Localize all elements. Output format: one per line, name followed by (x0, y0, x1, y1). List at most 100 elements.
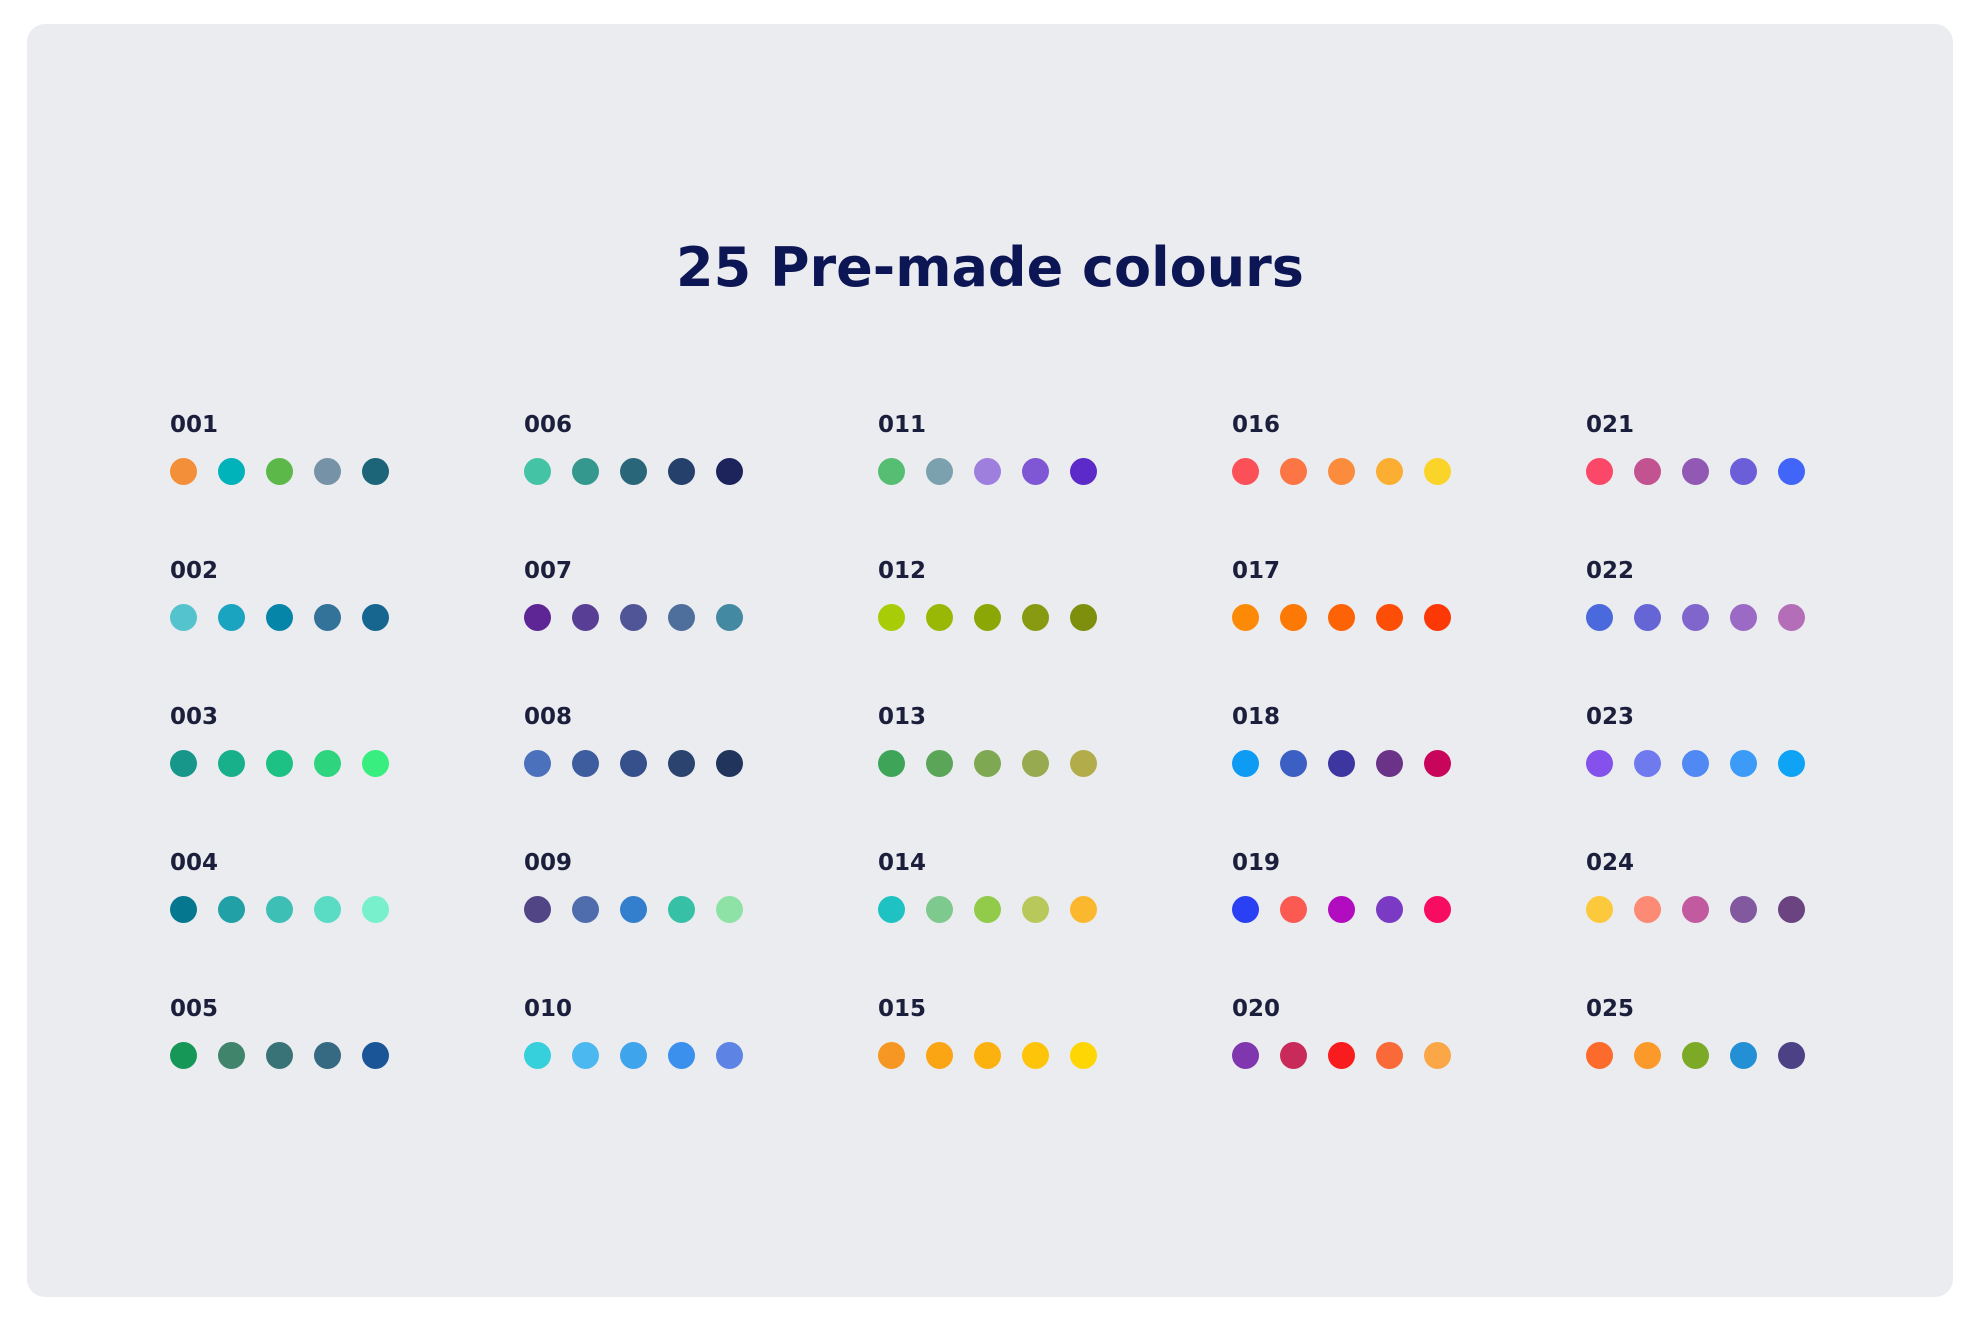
color-swatch[interactable] (1586, 896, 1613, 923)
palette-012[interactable]: 012 (878, 556, 1232, 702)
color-swatch[interactable] (1022, 1042, 1049, 1069)
color-swatch[interactable] (266, 458, 293, 485)
color-swatch[interactable] (362, 1042, 389, 1069)
color-swatch[interactable] (572, 896, 599, 923)
palette-024[interactable]: 024 (1586, 848, 1940, 994)
color-swatch[interactable] (668, 1042, 695, 1069)
color-swatch[interactable] (1376, 1042, 1403, 1069)
color-swatch[interactable] (362, 750, 389, 777)
color-swatch[interactable] (314, 750, 341, 777)
color-swatch[interactable] (170, 458, 197, 485)
color-swatch[interactable] (1376, 458, 1403, 485)
color-swatch[interactable] (1280, 458, 1307, 485)
color-swatch[interactable] (620, 1042, 647, 1069)
palette-016[interactable]: 016 (1232, 410, 1586, 556)
color-swatch[interactable] (1070, 1042, 1097, 1069)
color-swatch[interactable] (1586, 1042, 1613, 1069)
color-swatch[interactable] (926, 458, 953, 485)
color-swatch[interactable] (1424, 1042, 1451, 1069)
color-swatch[interactable] (1778, 1042, 1805, 1069)
color-swatch[interactable] (1730, 604, 1757, 631)
color-swatch[interactable] (1682, 896, 1709, 923)
color-swatch[interactable] (926, 750, 953, 777)
palette-015[interactable]: 015 (878, 994, 1232, 1140)
color-swatch[interactable] (524, 750, 551, 777)
color-swatch[interactable] (1634, 458, 1661, 485)
color-swatch[interactable] (170, 604, 197, 631)
color-swatch[interactable] (524, 1042, 551, 1069)
palette-021[interactable]: 021 (1586, 410, 1940, 556)
color-swatch[interactable] (1280, 750, 1307, 777)
color-swatch[interactable] (314, 458, 341, 485)
color-swatch[interactable] (1634, 1042, 1661, 1069)
color-swatch[interactable] (218, 750, 245, 777)
palette-003[interactable]: 003 (170, 702, 524, 848)
color-swatch[interactable] (1682, 604, 1709, 631)
color-swatch[interactable] (170, 896, 197, 923)
color-swatch[interactable] (362, 604, 389, 631)
color-swatch[interactable] (668, 604, 695, 631)
color-swatch[interactable] (620, 458, 647, 485)
color-swatch[interactable] (974, 458, 1001, 485)
color-swatch[interactable] (620, 604, 647, 631)
color-swatch[interactable] (1328, 604, 1355, 631)
palette-013[interactable]: 013 (878, 702, 1232, 848)
color-swatch[interactable] (572, 458, 599, 485)
color-swatch[interactable] (1232, 458, 1259, 485)
color-swatch[interactable] (1586, 750, 1613, 777)
color-swatch[interactable] (1232, 896, 1259, 923)
color-swatch[interactable] (1778, 896, 1805, 923)
color-swatch[interactable] (1730, 896, 1757, 923)
palette-006[interactable]: 006 (524, 410, 878, 556)
color-swatch[interactable] (1730, 750, 1757, 777)
color-swatch[interactable] (1682, 750, 1709, 777)
color-swatch[interactable] (668, 896, 695, 923)
color-swatch[interactable] (620, 896, 647, 923)
color-swatch[interactable] (716, 604, 743, 631)
color-swatch[interactable] (170, 750, 197, 777)
color-swatch[interactable] (1682, 458, 1709, 485)
color-swatch[interactable] (218, 896, 245, 923)
color-swatch[interactable] (1328, 1042, 1355, 1069)
color-swatch[interactable] (668, 458, 695, 485)
color-swatch[interactable] (266, 896, 293, 923)
color-swatch[interactable] (878, 1042, 905, 1069)
palette-014[interactable]: 014 (878, 848, 1232, 994)
color-swatch[interactable] (620, 750, 647, 777)
palette-023[interactable]: 023 (1586, 702, 1940, 848)
color-swatch[interactable] (1424, 750, 1451, 777)
color-swatch[interactable] (716, 458, 743, 485)
color-swatch[interactable] (218, 458, 245, 485)
color-swatch[interactable] (1070, 604, 1097, 631)
color-swatch[interactable] (1376, 604, 1403, 631)
color-swatch[interactable] (1682, 1042, 1709, 1069)
color-swatch[interactable] (878, 604, 905, 631)
color-swatch[interactable] (524, 896, 551, 923)
color-swatch[interactable] (218, 604, 245, 631)
color-swatch[interactable] (1070, 750, 1097, 777)
color-swatch[interactable] (266, 604, 293, 631)
color-swatch[interactable] (572, 604, 599, 631)
palette-020[interactable]: 020 (1232, 994, 1586, 1140)
color-swatch[interactable] (572, 750, 599, 777)
color-swatch[interactable] (926, 896, 953, 923)
color-swatch[interactable] (716, 1042, 743, 1069)
palette-002[interactable]: 002 (170, 556, 524, 702)
palette-010[interactable]: 010 (524, 994, 878, 1140)
color-swatch[interactable] (1634, 896, 1661, 923)
color-swatch[interactable] (1424, 458, 1451, 485)
color-swatch[interactable] (1328, 458, 1355, 485)
palette-008[interactable]: 008 (524, 702, 878, 848)
color-swatch[interactable] (524, 604, 551, 631)
color-swatch[interactable] (1586, 604, 1613, 631)
color-swatch[interactable] (170, 1042, 197, 1069)
color-swatch[interactable] (314, 896, 341, 923)
color-swatch[interactable] (1280, 1042, 1307, 1069)
color-swatch[interactable] (1022, 604, 1049, 631)
color-swatch[interactable] (1280, 604, 1307, 631)
color-swatch[interactable] (1424, 896, 1451, 923)
color-swatch[interactable] (1022, 896, 1049, 923)
color-swatch[interactable] (878, 458, 905, 485)
color-swatch[interactable] (1424, 604, 1451, 631)
color-swatch[interactable] (524, 458, 551, 485)
